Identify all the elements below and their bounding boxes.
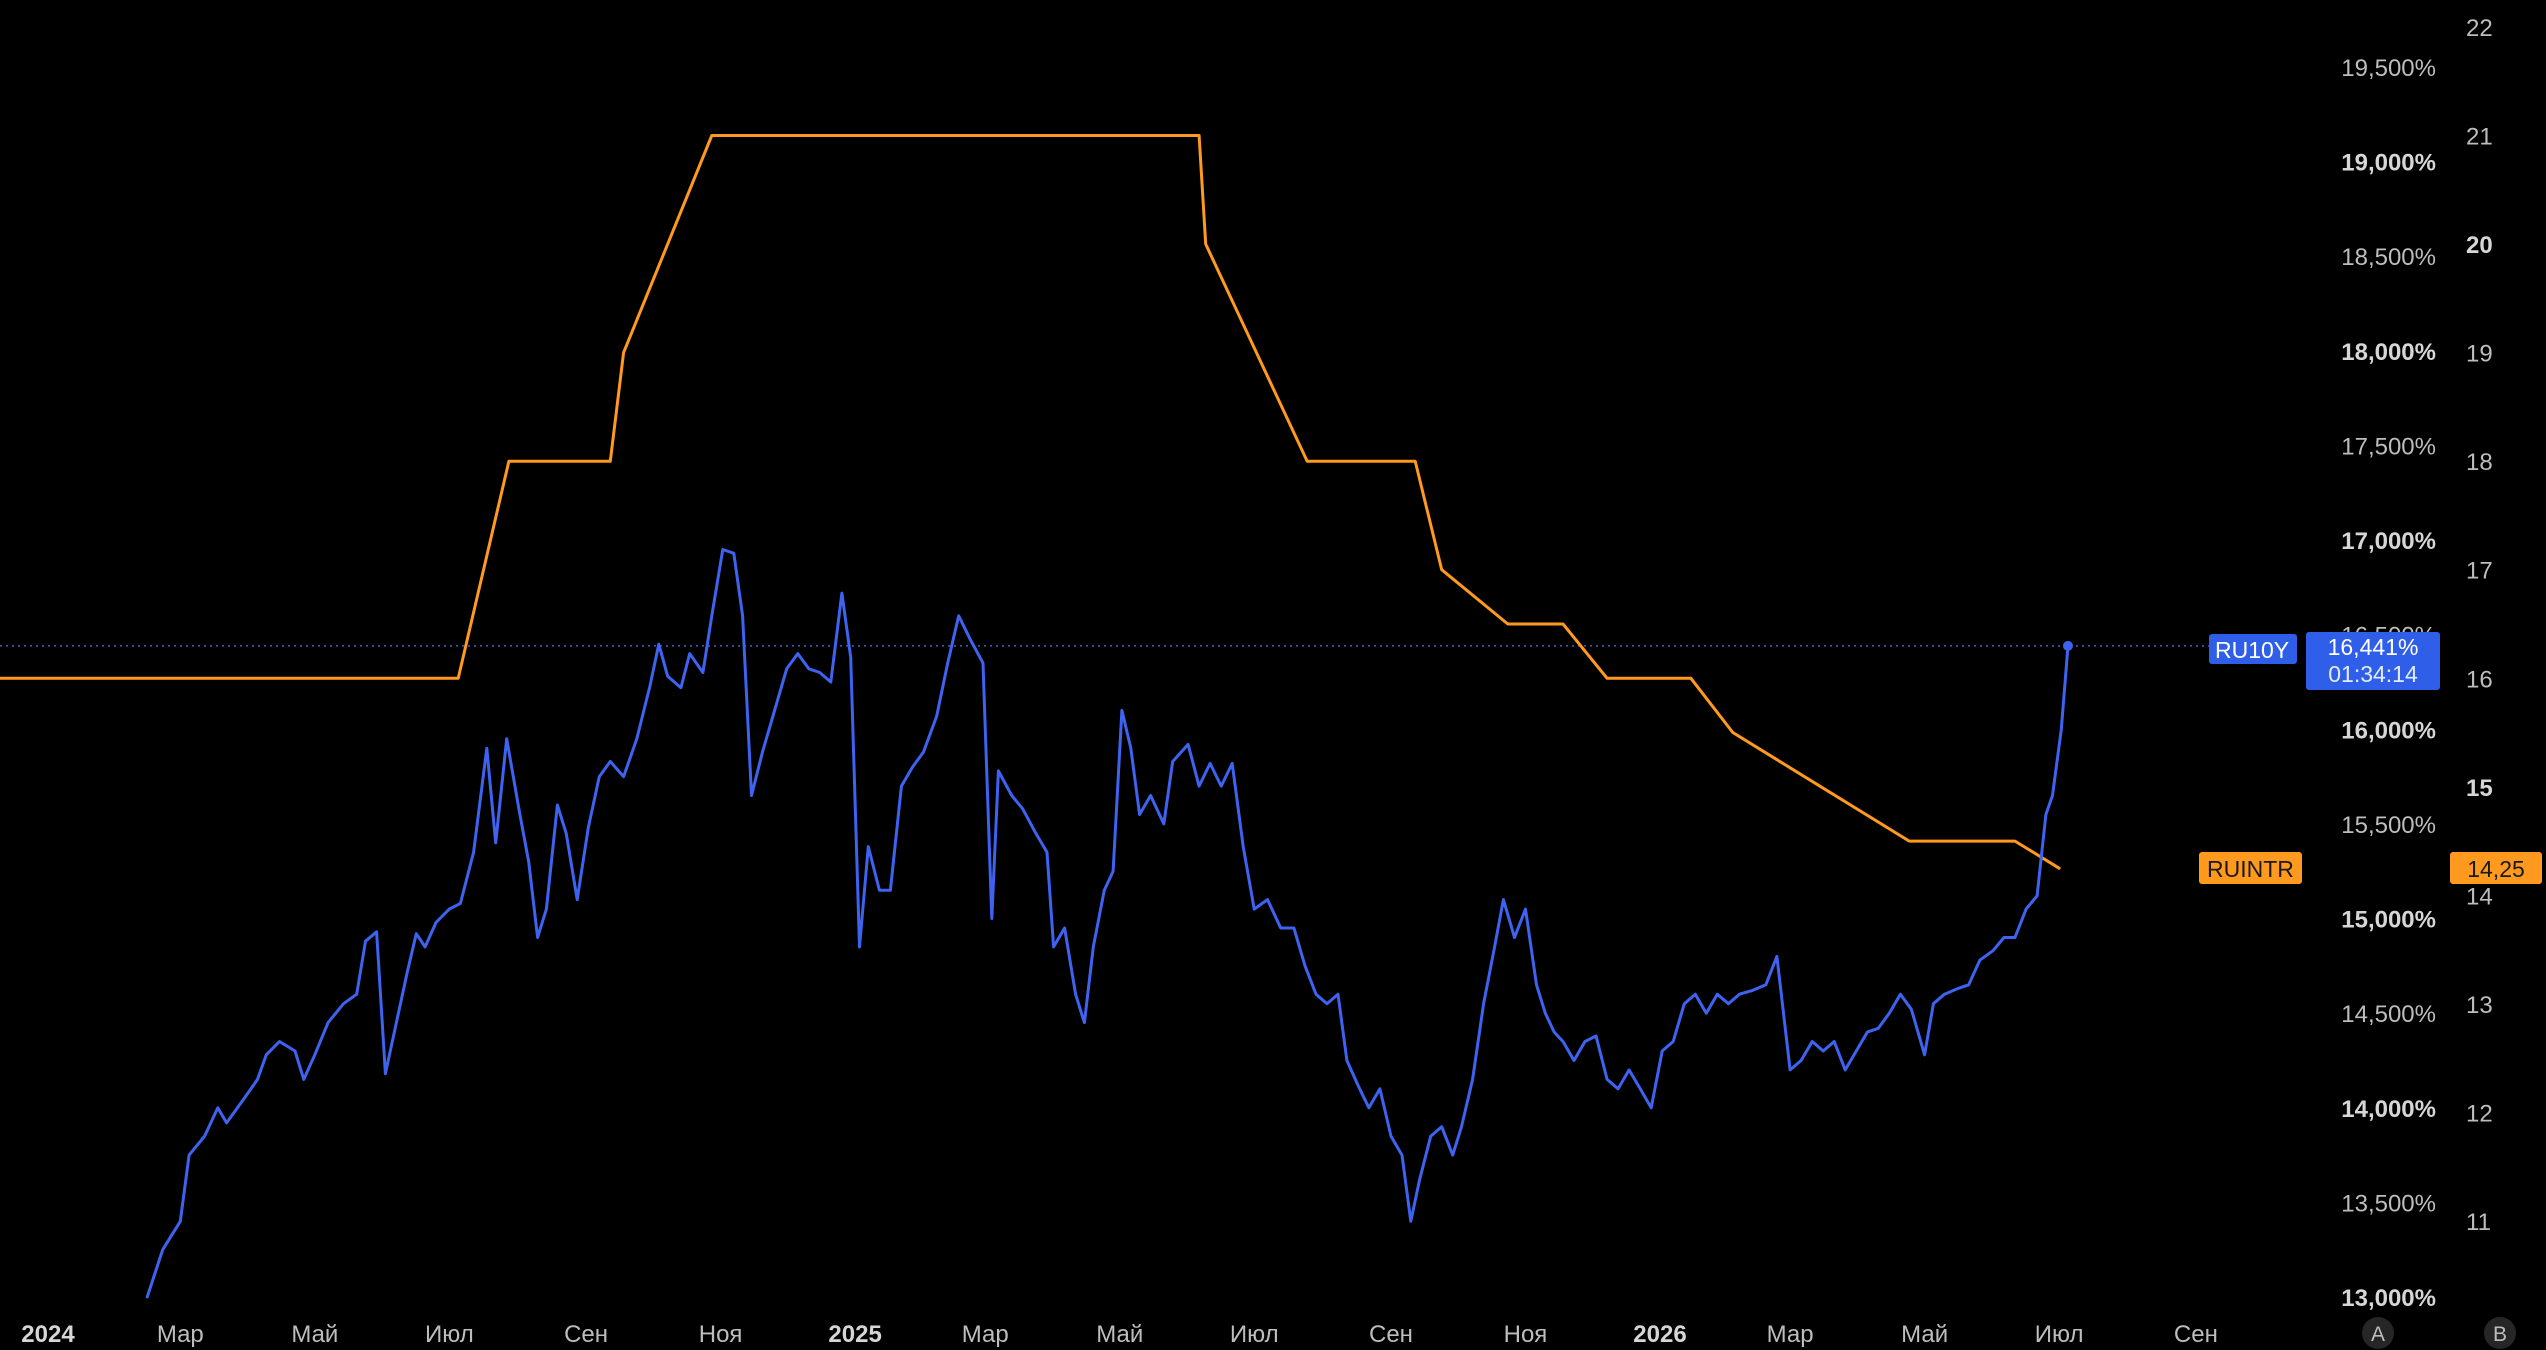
x-axis[interactable]: 2024 Мар Май Июл Сен Ноя 2025 Мар Май Июл Сен Ноя 20… <box>21 1321 2218 1348</box>
y-right-tick-label: 11 <box>2466 1209 2491 1236</box>
series-line-ru10y[interactable] <box>145 548 2070 1299</box>
badge-circle[interactable] <box>2484 1317 2516 1349</box>
y-left-tick-label: 14,500% <box>2341 1001 2436 1028</box>
x-tick-label: 2026 <box>1633 1321 1686 1348</box>
x-tick-label: Ноя <box>1504 1321 1548 1348</box>
x-tick-label: Сен <box>564 1321 608 1348</box>
x-tick-label: Сен <box>2174 1321 2218 1348</box>
y-right-tick-label: 12 <box>2466 1100 2493 1127</box>
y-left-tick-label: 15,500% <box>2341 812 2436 839</box>
ru10y-series-label: RU10Y <box>2209 634 2298 664</box>
x-tick-label: Ноя <box>699 1321 743 1348</box>
ruintr-series-label: RUINTR <box>2199 852 2302 884</box>
y-right-tick-label: 16 <box>2466 666 2493 693</box>
x-tick-label: Июл <box>2035 1321 2084 1348</box>
ru10y-last-point <box>2062 640 2073 651</box>
y-left-tick-label: 14,000% <box>2341 1096 2436 1123</box>
y-left-tick-label: 19,000% <box>2341 150 2436 177</box>
y-left-tick-label: 18,500% <box>2341 244 2436 271</box>
y-right-tick-label: 13 <box>2466 992 2493 1019</box>
x-tick-label: Июл <box>1230 1321 1279 1348</box>
y-left-tick-label: 17,000% <box>2341 528 2436 555</box>
series-layer <box>0 134 2073 1299</box>
y-left-tick-label: 17,500% <box>2341 433 2436 460</box>
ruintr-last-value: 14,25 <box>2450 852 2542 884</box>
y-right-tick-label: 21 <box>2466 124 2493 151</box>
ru10y-value-tag: 16,441% 01:34:14 <box>2306 632 2440 690</box>
x-tick-label: 2024 <box>21 1321 75 1348</box>
x-tick-label: 2025 <box>828 1321 881 1348</box>
ru10y-last-value: 16,441% <box>2327 634 2419 660</box>
y-left-tick-label: 15,000% <box>2341 907 2436 934</box>
y-right-tick-label: 22 <box>2466 15 2493 42</box>
y-right-tick-label: 20 <box>2466 232 2493 259</box>
x-tick-label: Май <box>1096 1321 1143 1348</box>
x-tick-label: Мар <box>157 1321 204 1348</box>
x-tick-label: Сен <box>1369 1321 1413 1348</box>
y-right-tick-label: 17 <box>2466 558 2493 585</box>
x-tick-label: Май <box>291 1321 338 1348</box>
x-tick-label: Июл <box>425 1321 474 1348</box>
badge-label: B <box>2493 1323 2507 1346</box>
x-tick-label: Мар <box>1767 1321 1814 1348</box>
x-tick-label: Мар <box>962 1321 1009 1348</box>
y-right-tick-label: 15 <box>2466 775 2493 802</box>
y-axis-right[interactable]: 11 12 13 14 15 16 17 18 19 20 21 22 <box>2466 15 2493 1236</box>
y-left-tick-label: 19,500% <box>2341 55 2436 82</box>
y-left-tick-label: 13,000% <box>2341 1285 2436 1312</box>
ru10y-countdown: 01:34:14 <box>2328 661 2418 687</box>
y-left-tick-label: 16,000% <box>2341 717 2436 744</box>
badge-label: A <box>2371 1323 2385 1346</box>
y-right-tick-label: 14 <box>2466 883 2493 910</box>
badge-circle[interactable] <box>2362 1317 2394 1349</box>
y-left-tick-label: 18,000% <box>2341 339 2436 366</box>
y-right-tick-label: 19 <box>2466 341 2493 368</box>
y-left-tick-label: 13,500% <box>2341 1190 2436 1217</box>
series-line-ruintr[interactable] <box>0 134 2061 870</box>
y-right-tick-label: 18 <box>2466 449 2493 476</box>
x-tick-label: Май <box>1901 1321 1948 1348</box>
